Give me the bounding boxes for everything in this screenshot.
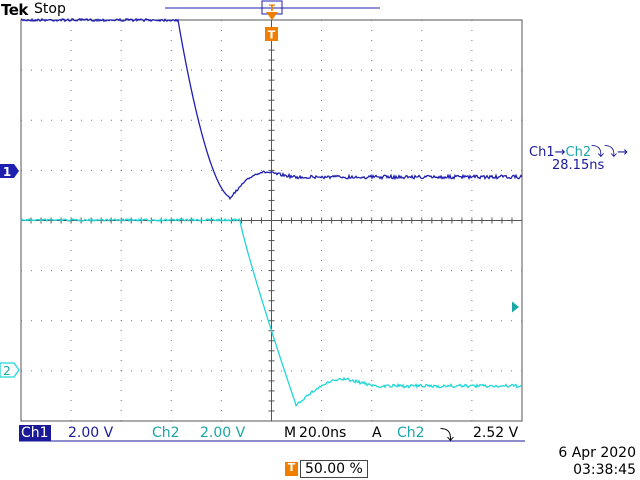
- trigger-level-arrow[interactable]: [512, 301, 519, 313]
- measurement-ch2-label: Ch2: [565, 145, 592, 160]
- ch1-label: Ch1: [19, 425, 51, 441]
- timebase-label: M: [284, 425, 297, 441]
- falling-slope-icon: ⤵: [440, 428, 454, 444]
- ch2-label[interactable]: Ch2: [152, 425, 180, 441]
- record-trigger-letter: T: [269, 4, 276, 14]
- status-bar-underline: [19, 440, 525, 442]
- ch1-scale: 2.00 V: [68, 425, 114, 441]
- trigger-position-marker-top[interactable]: [266, 12, 278, 20]
- trigger-position-letter: T: [287, 461, 296, 474]
- ch2-trace: [20, 217, 523, 407]
- arrow-right-icon: →: [554, 145, 566, 160]
- date-display: 6 Apr 2020: [558, 445, 636, 461]
- ch1-marker-label: 1: [3, 165, 11, 179]
- measurement-ch1-label: Ch1: [529, 145, 555, 160]
- ch2-ground-marker[interactable]: 2: [0, 362, 20, 378]
- trigger-marker-box: [265, 27, 278, 41]
- time-display: 03:38:45: [573, 462, 636, 478]
- trigger-marker-letter: T: [268, 29, 276, 42]
- trigger-position-icon: [285, 462, 298, 476]
- ch1-ground-marker[interactable]: 1: [0, 164, 19, 179]
- ch1-scale-box[interactable]: Ch1: [19, 425, 51, 441]
- delay-measurement-label: Ch1→Ch2⤵⤵→: [529, 141, 628, 160]
- delay-measurement-value: 28.15ns: [552, 158, 605, 173]
- trigger-mode-label: A: [372, 425, 382, 441]
- ch1-trace: [20, 17, 523, 200]
- trigger-level-value[interactable]: 2.52 V: [473, 425, 519, 441]
- ch2-marker-label: 2: [3, 364, 11, 378]
- trigger-position-value[interactable]: 50.00 %: [300, 460, 368, 478]
- timebase-value[interactable]: 20.0ns: [299, 425, 347, 441]
- ch2-scale: 2.00 V: [200, 425, 246, 441]
- brand-logo: Tek: [1, 1, 28, 19]
- acquisition-status: Stop: [34, 1, 66, 17]
- falling-edge-icon: ⤵⤵→: [591, 145, 628, 160]
- trigger-source[interactable]: Ch2: [397, 425, 425, 441]
